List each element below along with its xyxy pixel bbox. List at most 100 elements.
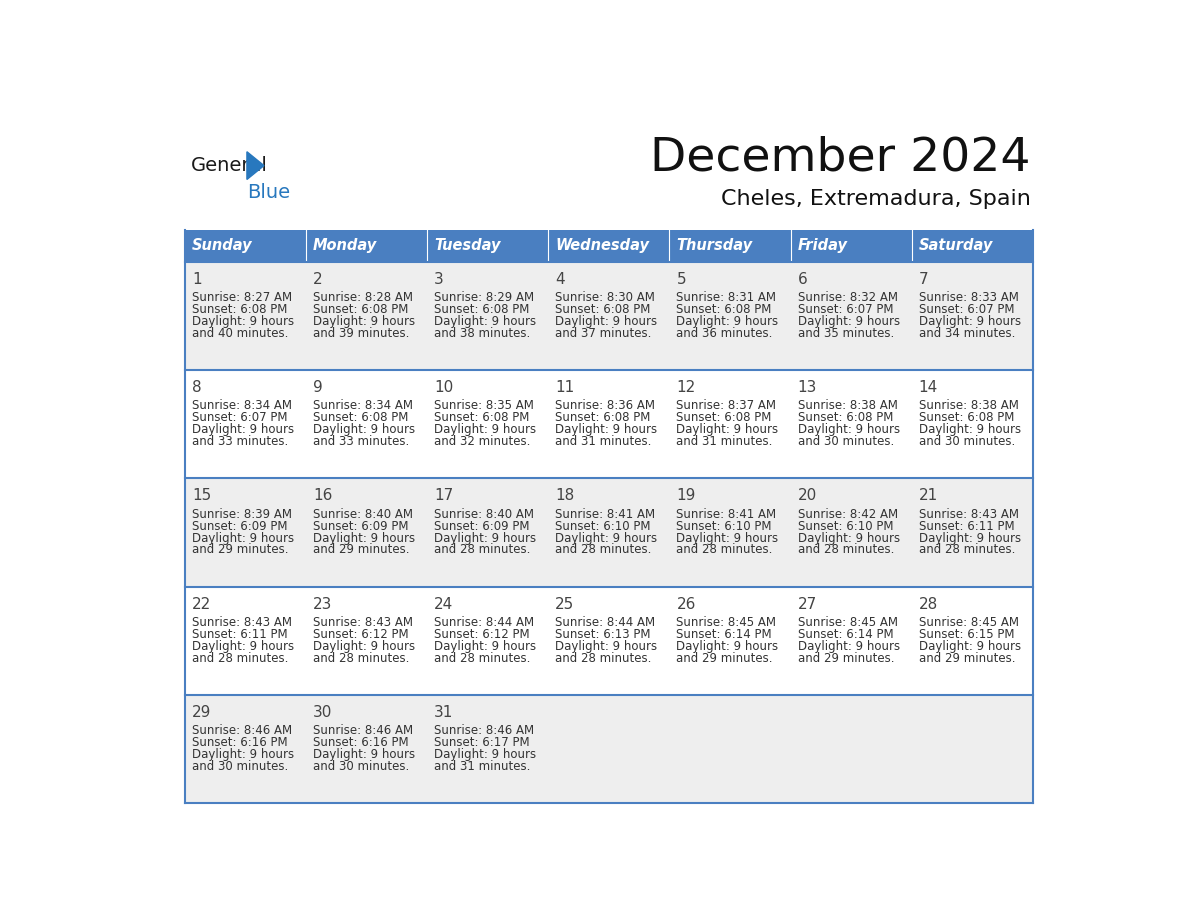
Text: Sunset: 6:08 PM: Sunset: 6:08 PM <box>555 411 651 424</box>
Text: Sunrise: 8:44 AM: Sunrise: 8:44 AM <box>434 616 535 629</box>
Text: 13: 13 <box>797 380 817 395</box>
Text: and 34 minutes.: and 34 minutes. <box>918 327 1015 340</box>
Text: Sunset: 6:08 PM: Sunset: 6:08 PM <box>676 411 772 424</box>
Text: Daylight: 9 hours: Daylight: 9 hours <box>192 748 293 761</box>
Text: Cheles, Extremadura, Spain: Cheles, Extremadura, Spain <box>721 189 1030 208</box>
Text: General: General <box>191 156 268 175</box>
Text: Sunset: 6:11 PM: Sunset: 6:11 PM <box>918 520 1015 532</box>
Text: Daylight: 9 hours: Daylight: 9 hours <box>312 748 415 761</box>
Bar <box>549 230 669 262</box>
Text: Sunset: 6:15 PM: Sunset: 6:15 PM <box>918 628 1015 641</box>
Text: Daylight: 9 hours: Daylight: 9 hours <box>797 640 899 653</box>
Text: and 28 minutes.: and 28 minutes. <box>555 652 652 665</box>
Bar <box>185 478 1032 587</box>
Text: December 2024: December 2024 <box>650 135 1030 181</box>
Text: and 31 minutes.: and 31 minutes. <box>555 435 652 448</box>
Text: Daylight: 9 hours: Daylight: 9 hours <box>918 423 1020 436</box>
Text: Sunset: 6:08 PM: Sunset: 6:08 PM <box>434 303 530 316</box>
Bar <box>185 695 1032 803</box>
Text: Sunrise: 8:38 AM: Sunrise: 8:38 AM <box>918 399 1018 412</box>
Text: Daylight: 9 hours: Daylight: 9 hours <box>797 423 899 436</box>
Text: and 33 minutes.: and 33 minutes. <box>312 435 410 448</box>
Text: Sunrise: 8:30 AM: Sunrise: 8:30 AM <box>555 291 655 304</box>
Text: Daylight: 9 hours: Daylight: 9 hours <box>434 423 536 436</box>
Text: and 38 minutes.: and 38 minutes. <box>434 327 530 340</box>
Text: 9: 9 <box>312 380 323 395</box>
Text: Sunrise: 8:46 AM: Sunrise: 8:46 AM <box>192 724 292 737</box>
Text: Daylight: 9 hours: Daylight: 9 hours <box>918 640 1020 653</box>
Text: and 28 minutes.: and 28 minutes. <box>192 652 289 665</box>
Text: and 28 minutes.: and 28 minutes. <box>918 543 1015 556</box>
Text: Sunset: 6:11 PM: Sunset: 6:11 PM <box>192 628 287 641</box>
Text: Sunset: 6:08 PM: Sunset: 6:08 PM <box>797 411 893 424</box>
Text: Sunrise: 8:35 AM: Sunrise: 8:35 AM <box>434 399 535 412</box>
Text: 2: 2 <box>312 272 323 286</box>
Text: and 29 minutes.: and 29 minutes. <box>312 543 410 556</box>
Text: and 28 minutes.: and 28 minutes. <box>555 543 652 556</box>
Text: Blue: Blue <box>247 183 290 202</box>
Text: Sunrise: 8:41 AM: Sunrise: 8:41 AM <box>676 508 777 521</box>
Text: and 28 minutes.: and 28 minutes. <box>434 652 531 665</box>
Text: Daylight: 9 hours: Daylight: 9 hours <box>312 640 415 653</box>
Text: Daylight: 9 hours: Daylight: 9 hours <box>676 640 778 653</box>
Text: 27: 27 <box>797 597 817 611</box>
Text: Sunset: 6:08 PM: Sunset: 6:08 PM <box>555 303 651 316</box>
Text: 31: 31 <box>434 705 454 720</box>
Text: Sunrise: 8:44 AM: Sunrise: 8:44 AM <box>555 616 656 629</box>
Bar <box>185 587 1032 695</box>
Text: Daylight: 9 hours: Daylight: 9 hours <box>192 532 293 544</box>
Text: Daylight: 9 hours: Daylight: 9 hours <box>192 423 293 436</box>
Text: 30: 30 <box>312 705 333 720</box>
Text: Sunrise: 8:34 AM: Sunrise: 8:34 AM <box>192 399 292 412</box>
Text: 20: 20 <box>797 488 817 503</box>
Text: 7: 7 <box>918 272 928 286</box>
Text: and 33 minutes.: and 33 minutes. <box>192 435 289 448</box>
Text: Sunrise: 8:39 AM: Sunrise: 8:39 AM <box>192 508 292 521</box>
Text: Sunset: 6:10 PM: Sunset: 6:10 PM <box>676 520 772 532</box>
Text: and 31 minutes.: and 31 minutes. <box>434 760 531 773</box>
Text: 17: 17 <box>434 488 454 503</box>
Text: and 36 minutes.: and 36 minutes. <box>676 327 772 340</box>
Text: and 30 minutes.: and 30 minutes. <box>918 435 1015 448</box>
Text: Sunrise: 8:38 AM: Sunrise: 8:38 AM <box>797 399 897 412</box>
Text: 16: 16 <box>312 488 333 503</box>
Text: Sunset: 6:08 PM: Sunset: 6:08 PM <box>918 411 1015 424</box>
Text: Sunrise: 8:41 AM: Sunrise: 8:41 AM <box>555 508 656 521</box>
Text: 26: 26 <box>676 597 696 611</box>
Text: Sunrise: 8:37 AM: Sunrise: 8:37 AM <box>676 399 777 412</box>
Text: Daylight: 9 hours: Daylight: 9 hours <box>434 532 536 544</box>
Text: Sunrise: 8:33 AM: Sunrise: 8:33 AM <box>918 291 1018 304</box>
Text: and 31 minutes.: and 31 minutes. <box>676 435 772 448</box>
Text: 8: 8 <box>192 380 202 395</box>
Bar <box>307 230 428 262</box>
Text: Sunday: Sunday <box>192 238 253 253</box>
Text: Sunset: 6:14 PM: Sunset: 6:14 PM <box>676 628 772 641</box>
Text: Daylight: 9 hours: Daylight: 9 hours <box>676 315 778 328</box>
Text: Sunset: 6:17 PM: Sunset: 6:17 PM <box>434 736 530 749</box>
Text: Sunrise: 8:45 AM: Sunrise: 8:45 AM <box>676 616 777 629</box>
Bar <box>185 370 1032 478</box>
Text: and 29 minutes.: and 29 minutes. <box>918 652 1015 665</box>
Text: and 28 minutes.: and 28 minutes. <box>797 543 893 556</box>
Text: and 32 minutes.: and 32 minutes. <box>434 435 531 448</box>
Text: Sunrise: 8:29 AM: Sunrise: 8:29 AM <box>434 291 535 304</box>
Text: Sunrise: 8:42 AM: Sunrise: 8:42 AM <box>797 508 898 521</box>
Text: 18: 18 <box>555 488 575 503</box>
Polygon shape <box>247 151 264 179</box>
Text: 10: 10 <box>434 380 454 395</box>
Bar <box>790 230 911 262</box>
Text: Wednesday: Wednesday <box>555 238 650 253</box>
Text: Sunset: 6:12 PM: Sunset: 6:12 PM <box>434 628 530 641</box>
Text: Sunset: 6:10 PM: Sunset: 6:10 PM <box>555 520 651 532</box>
Text: Sunrise: 8:34 AM: Sunrise: 8:34 AM <box>312 399 413 412</box>
Text: 19: 19 <box>676 488 696 503</box>
Text: 23: 23 <box>312 597 333 611</box>
Bar <box>911 230 1032 262</box>
Text: Daylight: 9 hours: Daylight: 9 hours <box>192 315 293 328</box>
Text: Sunrise: 8:32 AM: Sunrise: 8:32 AM <box>797 291 897 304</box>
Text: Daylight: 9 hours: Daylight: 9 hours <box>676 423 778 436</box>
Text: 4: 4 <box>555 272 564 286</box>
Text: Sunrise: 8:27 AM: Sunrise: 8:27 AM <box>192 291 292 304</box>
Text: and 29 minutes.: and 29 minutes. <box>192 543 289 556</box>
Text: Sunrise: 8:43 AM: Sunrise: 8:43 AM <box>918 508 1018 521</box>
